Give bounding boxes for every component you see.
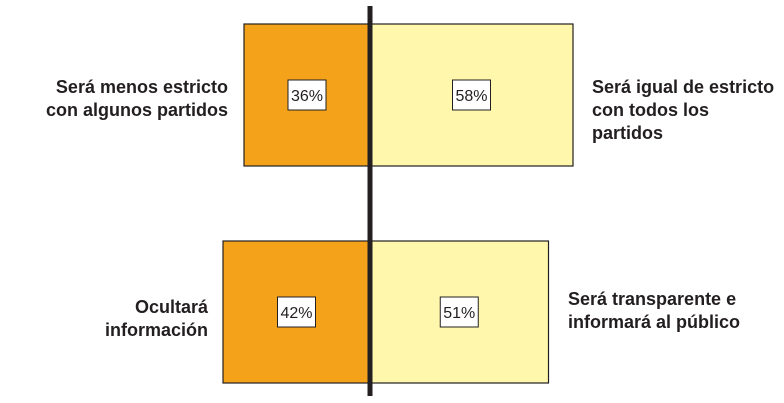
row-2-left-value-label: 42% (280, 305, 312, 322)
row-1-right-label: Será igual de estricto con todos los par… (592, 77, 775, 143)
row-2-left-bar (222, 240, 371, 384)
row-2-right-value-box (439, 296, 479, 328)
row-2-left-label: Ocultará información (104, 297, 208, 340)
row-1-right-value-label: 58% (455, 88, 487, 105)
row-2-right-value-label: 51% (443, 305, 475, 322)
row-1-left-label: Será menos estricto con algunos partidos (45, 77, 228, 120)
row-1-right-value-box (452, 79, 491, 111)
row-2-right-label: Será transparente e informará al público (568, 289, 741, 332)
row-1-left-value-box (287, 79, 327, 111)
row-2-left-value-box (277, 296, 316, 328)
row-1-left-value-label: 36% (291, 88, 323, 105)
